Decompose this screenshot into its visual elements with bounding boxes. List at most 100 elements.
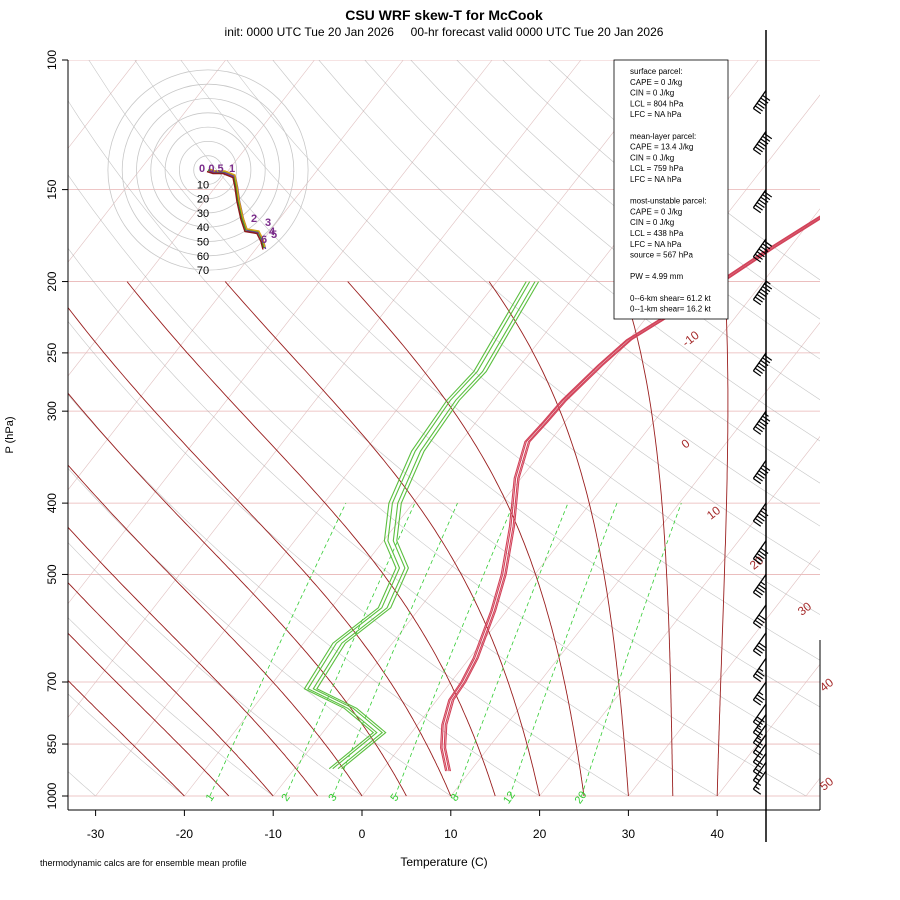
hodograph-height-label: 5 <box>271 229 277 241</box>
wind-barb-flag <box>758 420 767 427</box>
hodograph-ring <box>107 69 309 271</box>
hodograph-ring-label: 10 <box>197 179 209 191</box>
temperature-ensemble-line <box>443 217 820 772</box>
dewpoint-ensemble-line <box>303 281 527 770</box>
wind-barb-flag <box>753 770 762 777</box>
dry-adiabat-line <box>68 467 451 797</box>
wind-barb-flag <box>753 699 762 706</box>
wind-barb-flag <box>754 146 763 153</box>
plot-frame <box>67 60 821 811</box>
stats-line: source = 567 hPa <box>630 251 693 260</box>
dry-adiabat-line <box>68 247 718 797</box>
hodograph-height-label: 0 <box>199 163 205 175</box>
wind-barb-flag <box>753 761 762 768</box>
stats-line: LCL = 759 hPa <box>630 164 684 173</box>
moist-adiabat-line <box>68 392 407 797</box>
mixing-ratio-line <box>581 502 682 797</box>
hodograph-ring-label: 30 <box>197 208 209 220</box>
stats-line: CIN = 0 J/kg <box>630 218 674 227</box>
mixing-ratio-line <box>285 502 416 797</box>
wind-barb-flag <box>753 591 762 599</box>
x-tick-label: -20 <box>176 827 194 841</box>
stats-line: LCL = 438 hPa <box>630 229 684 238</box>
wind-barb-flag <box>762 285 771 293</box>
y-tick-label: 400 <box>45 493 59 513</box>
stats-line: 0--6-km shear= 61.2 kt <box>630 294 711 303</box>
dry-adiabat-line <box>68 174 807 797</box>
moist-adiabat-line <box>224 281 541 797</box>
stats-line: CAPE = 0 J/kg <box>630 207 682 216</box>
stats-line: LCL = 804 hPa <box>630 99 684 108</box>
mixing-ratio-label: 20 <box>573 789 590 806</box>
wind-barb <box>752 502 769 527</box>
stats-line: LFC = NA hPa <box>630 175 682 184</box>
mixing-ratio-line <box>394 502 515 797</box>
mixing-ratio-line <box>454 502 569 797</box>
wind-barb-half-flag <box>758 691 764 696</box>
hodograph-ring <box>164 126 252 214</box>
hodograph-height-label: 3 <box>265 217 271 229</box>
stats-line: surface parcel: <box>630 67 682 76</box>
isotherm-line <box>68 60 582 719</box>
wind-barb-flag <box>754 204 763 211</box>
wind-barb-flag <box>760 196 769 203</box>
wind-barb-flag <box>762 194 771 201</box>
dry-adiabat-line <box>226 60 820 571</box>
dry-adiabat-line <box>456 60 820 360</box>
wind-barb-flag <box>756 645 765 652</box>
y-tick-label: 100 <box>45 50 59 70</box>
wind-barb <box>752 540 769 565</box>
isotherm-line <box>628 549 820 797</box>
footnote: thermodynamic calcs are for ensemble mea… <box>40 858 247 868</box>
dry-adiabat-line <box>68 693 185 797</box>
wind-barb-flag <box>762 415 771 422</box>
hodograph-trace <box>208 168 266 248</box>
wind-barb-flag <box>754 739 763 746</box>
isotherm-line <box>68 60 493 605</box>
wind-barb-flag <box>758 642 767 649</box>
wind-barb-flag <box>754 647 763 654</box>
stats-line: LFC = NA hPa <box>630 240 682 249</box>
wind-barb-flag <box>754 296 763 303</box>
wind-barb-flag <box>758 470 767 477</box>
y-tick-label: 850 <box>45 734 59 754</box>
wind-barb-flag <box>754 673 763 680</box>
hodograph-ring <box>178 140 237 199</box>
wind-barb-flag <box>762 243 771 250</box>
dry-adiabat-line <box>180 60 820 615</box>
isotherm-line <box>272 94 820 797</box>
stats-line: 0--1-km shear= 16.2 kt <box>630 305 711 314</box>
wind-barb-flag <box>758 614 767 621</box>
stats-box: surface parcel: CAPE = 0 J/kg CIN = 0 J/kg… <box>613 59 729 320</box>
stats-line: CAPE = 0 J/kg <box>630 78 682 87</box>
wind-barb-flag <box>756 472 765 479</box>
wind-barb-flag <box>753 779 762 786</box>
wind-barb-flag <box>762 464 771 472</box>
wind-barb-flag <box>758 291 767 298</box>
wind-barb-half-flag <box>756 726 762 731</box>
mixing-ratio-label: 3 <box>326 792 339 804</box>
wind-barb-half-flag <box>758 667 764 672</box>
dry-adiabat-line <box>272 60 820 527</box>
dry-adiabat-line <box>134 60 820 661</box>
wind-barb-flag <box>753 675 762 682</box>
wind-barb <box>752 189 773 214</box>
wind-barb-flag <box>756 365 765 372</box>
wind-barb-flag <box>753 520 762 527</box>
moist-adiabat-line <box>68 632 230 797</box>
wind-barb-flag <box>762 94 771 102</box>
dry-adiabat-line <box>318 60 820 484</box>
wind-barb <box>752 604 767 629</box>
stats-line: CIN = 0 J/kg <box>630 89 674 98</box>
wind-barb-flag <box>764 240 773 247</box>
mixing-ratio-label: 1 <box>204 792 217 804</box>
isotherm-line <box>539 436 820 797</box>
wind-barb-half-flag <box>760 581 766 586</box>
y-tick-label: 1000 <box>45 782 59 809</box>
hodograph-height-label: 6 <box>261 234 267 246</box>
wind-barb-flag <box>764 354 773 361</box>
wind-barb-flag <box>760 547 769 554</box>
wind-barb-flag <box>753 207 762 214</box>
